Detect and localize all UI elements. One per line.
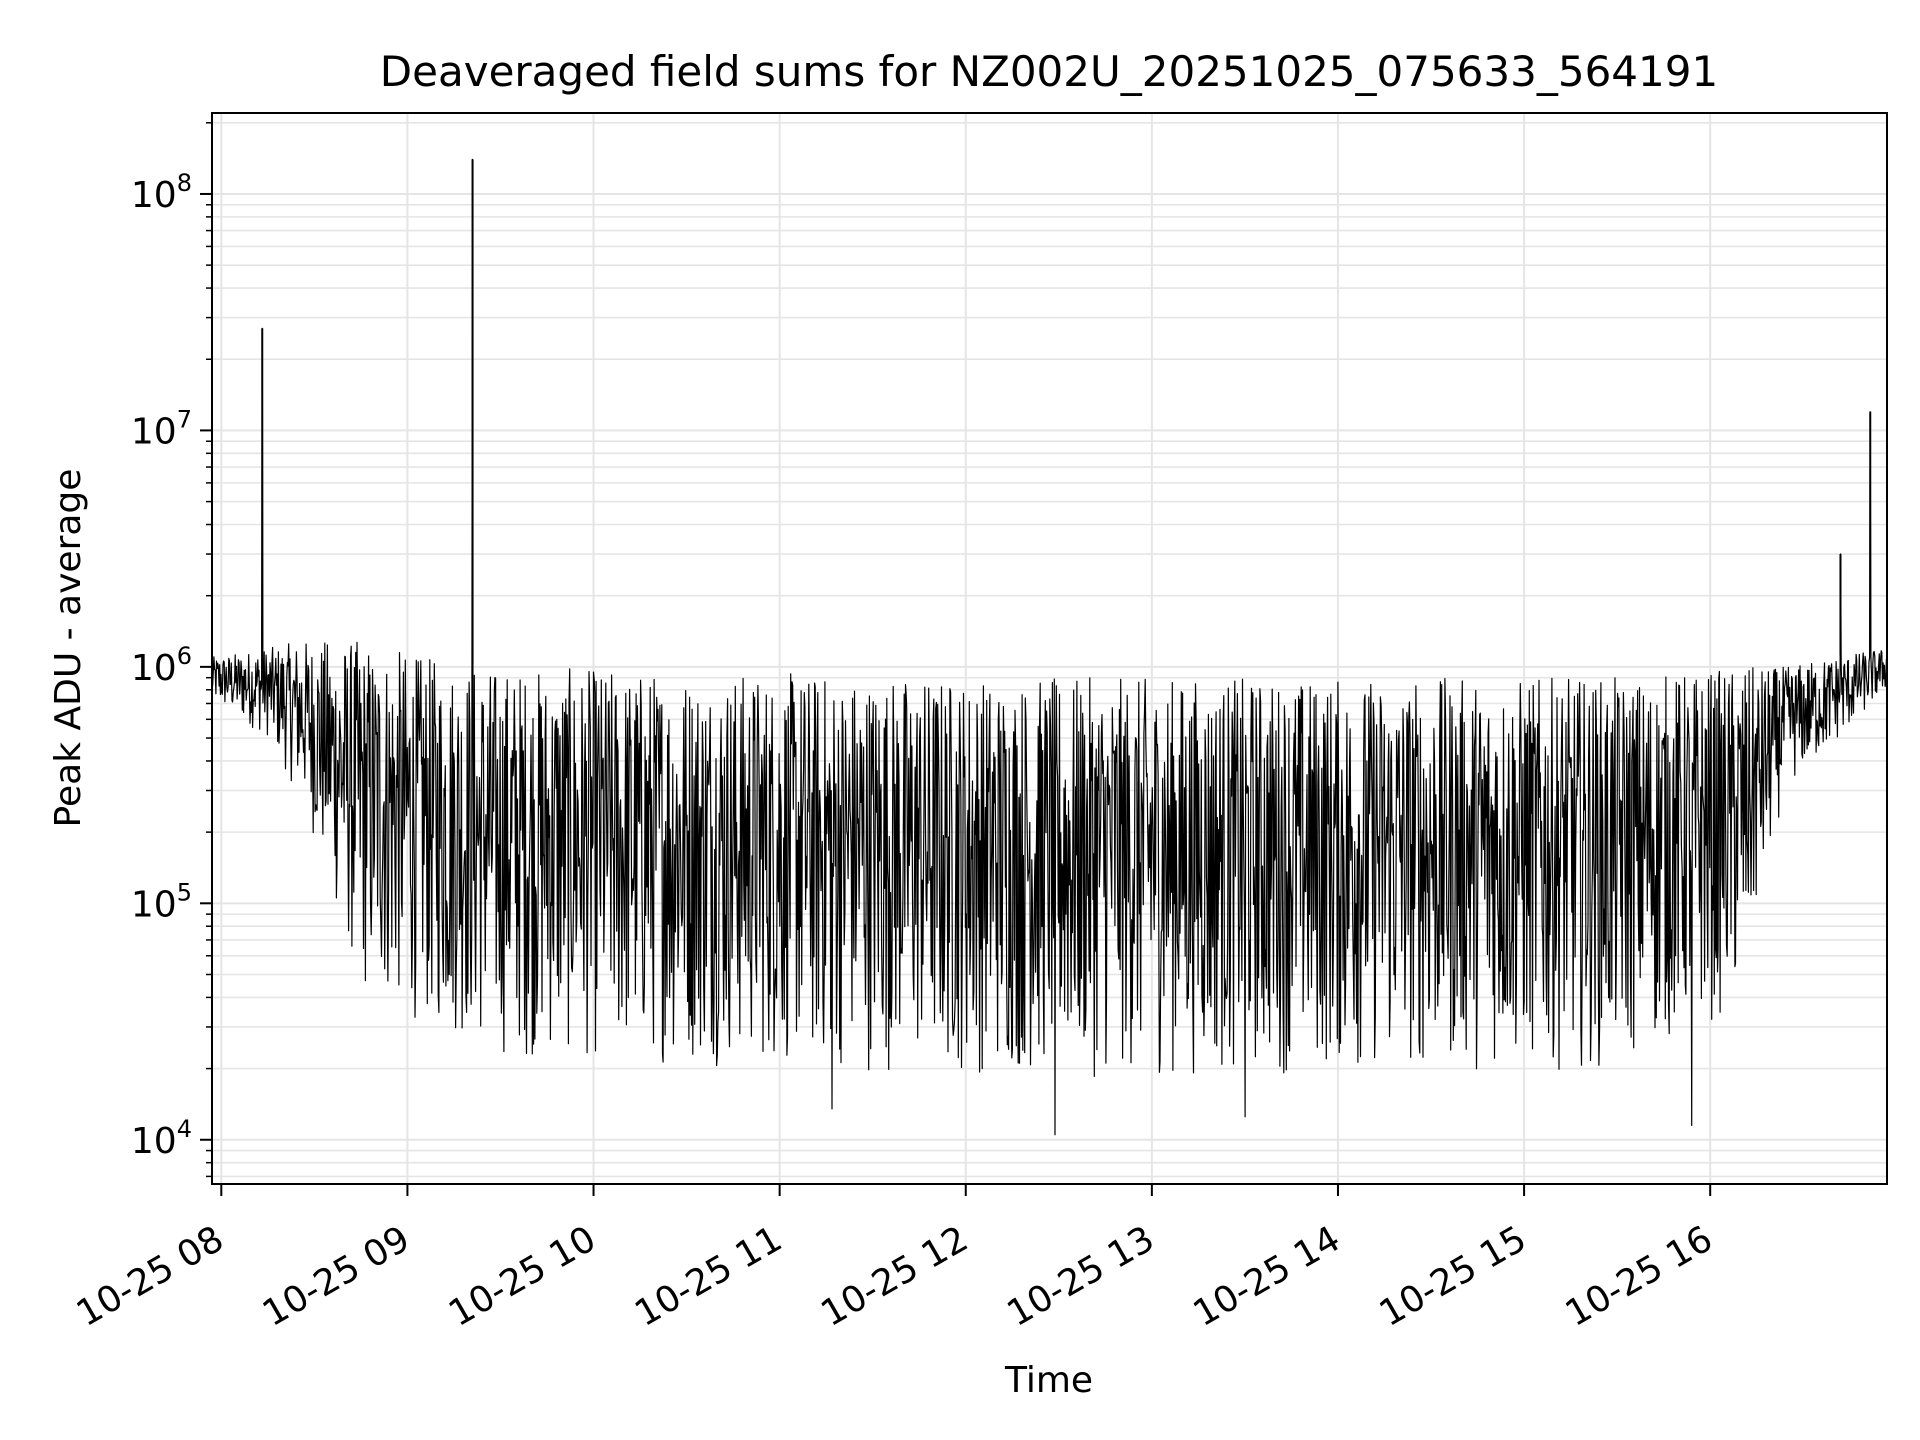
y-tick-label: 108 xyxy=(131,169,192,216)
data-line xyxy=(211,158,1888,1136)
y-tick-label: 106 xyxy=(131,642,192,689)
plot-frame xyxy=(211,112,1888,1185)
plot-area xyxy=(212,113,1887,1184)
y-tick-label: 105 xyxy=(131,878,192,925)
y-axis-label: Peak ADU - average xyxy=(48,469,89,828)
data-series xyxy=(211,158,1888,1136)
y-tick-label: 104 xyxy=(131,1115,192,1162)
chart-title: Deaveraged field sums for NZ002U_2025102… xyxy=(380,47,1718,96)
x-axis-label: Time xyxy=(1004,1360,1093,1401)
y-tick-label: 107 xyxy=(131,405,192,452)
